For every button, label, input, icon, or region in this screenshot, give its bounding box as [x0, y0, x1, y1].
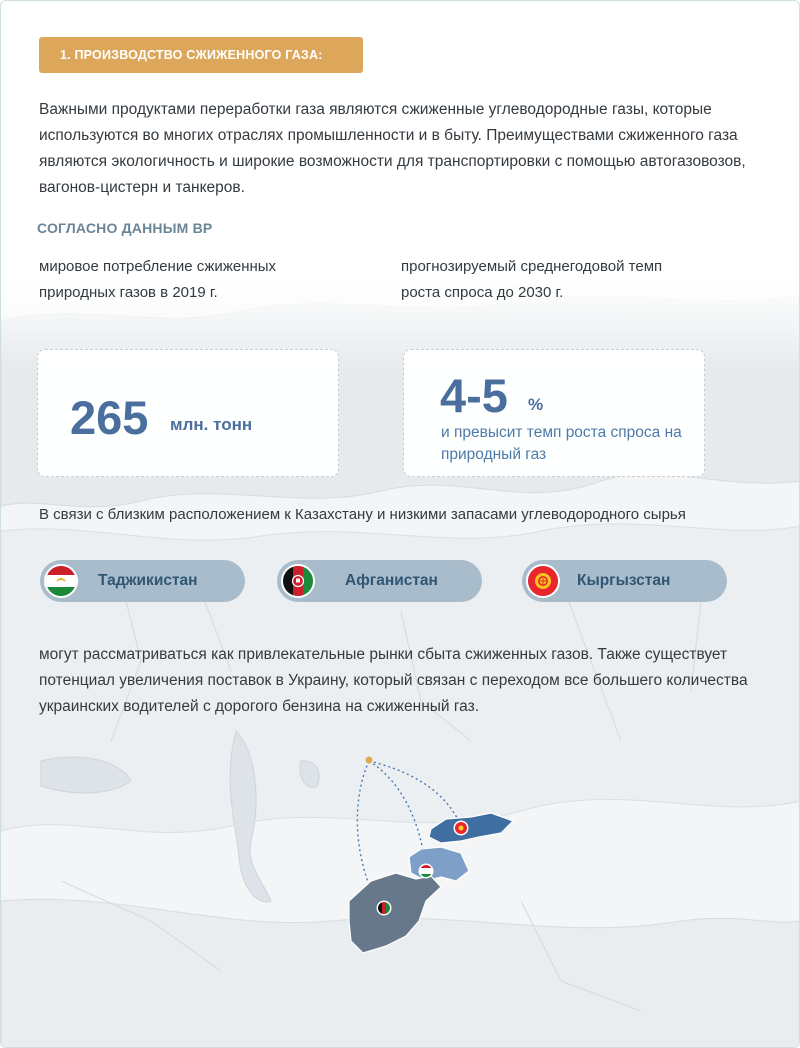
kyrgyzstan-shape	[428, 812, 515, 844]
stat-caption-consumption: мировое потребление сжиженных природных …	[39, 258, 277, 301]
stat-value-consumption: 265	[70, 391, 149, 444]
country-pill-tajikistan: Таджикистан	[40, 560, 245, 602]
stat-unit-growth: %	[528, 395, 544, 414]
markets-outro: могут рассматриваться как привлекательны…	[39, 646, 748, 715]
country-pill-kyrgyzstan: Кыргызстан	[522, 560, 727, 602]
route-line-3	[368, 760, 462, 827]
tajikistan-flag-icon	[44, 564, 78, 598]
tajikistan-map-marker	[418, 863, 434, 879]
country-name-tajikistan: Таджикистан	[98, 572, 198, 589]
stat-value-growth: 4-5	[440, 369, 508, 422]
country-name-kyrgyzstan: Кыргызстан	[577, 572, 671, 589]
country-pill-afghanistan: Афганистан	[277, 560, 482, 602]
stat-unit-consumption: млн. тонн	[170, 415, 253, 434]
origin-dot	[365, 756, 373, 764]
kyrgyzstan-map-marker	[453, 820, 469, 836]
afghanistan-map-marker	[376, 900, 392, 916]
afghanistan-shape	[348, 872, 442, 954]
country-name-afghanistan: Афганистан	[345, 572, 438, 589]
afghanistan-flag-icon	[281, 564, 315, 598]
source-heading: СОГЛАСНО ДАННЫМ BP	[37, 220, 213, 236]
stat-note-growth: и превысит темп роста спроса на природны…	[441, 424, 682, 463]
markets-intro: В связи с близким расположением к Казахс…	[39, 506, 686, 523]
kyrgyzstan-flag-icon	[526, 564, 560, 598]
section-tag: 1. ПРОИЗВОДСТВО СЖИЖЕННОГО ГАЗА:	[39, 37, 363, 73]
stat-caption-growth: прогнозируемый среднегодовой темп роста …	[401, 258, 663, 301]
stat-card-consumption: 265 млн. тонн	[37, 349, 339, 477]
stat-card-growth: 4-5 % и превысит темп роста спроса на пр…	[403, 349, 705, 477]
tajikistan-shape	[408, 846, 470, 882]
intro-paragraph: Важными продуктами переработки газа явля…	[39, 101, 746, 196]
